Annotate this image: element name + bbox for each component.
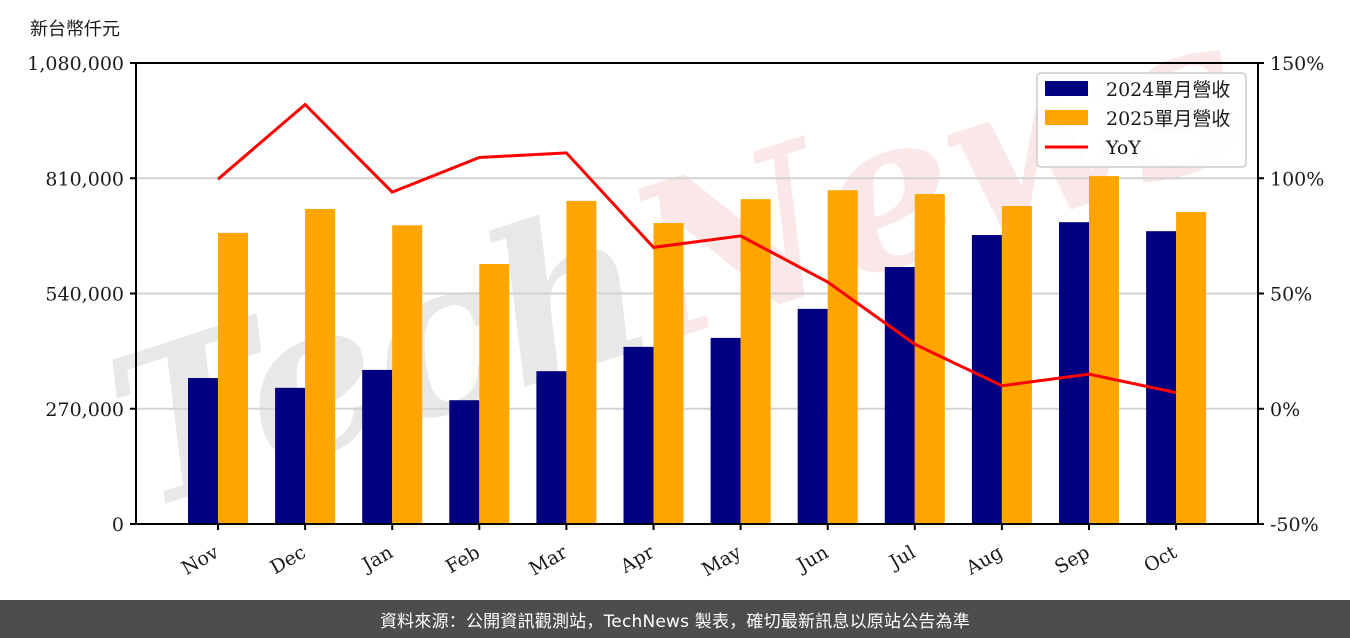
bar-2024 [275,387,306,524]
x-tick-label: Apr [616,541,659,578]
x-tick-label: Jun [792,541,833,577]
left-tick-label: 0 [112,514,124,536]
legend-label: 2025單月營收 [1106,108,1230,130]
bar-2024 [1146,231,1177,524]
bar-2024 [710,337,741,524]
bar-2024 [449,400,480,524]
bar-2024 [884,267,915,524]
bar-2025 [653,223,684,524]
legend-label: YoY [1105,137,1141,159]
bar-2024 [623,346,654,524]
yoy-line-series [217,102,1177,395]
left-tick-label: 810,000 [45,168,124,190]
left-tick-label: 540,000 [45,284,124,306]
bar-2024 [1059,222,1089,524]
bar-2025 [566,200,597,524]
x-tick-label: Dec [266,541,309,579]
x-tick-label: Mar [525,541,571,580]
x-tick-label: Feb [442,541,484,578]
source-footer-text: 資料來源：公開資訊觀測站，TechNews 製表，確切最新訊息以原站公告為準 [379,611,970,632]
left-tick-label: 1,080,000 [27,53,124,75]
bar-2025 [305,208,336,524]
right-tick-label: -50% [1270,514,1319,536]
bar-series [188,176,1207,525]
right-tick-label: 100% [1270,168,1324,190]
yoy-line [217,102,1177,395]
bar-2025 [1001,205,1032,525]
bar-2024 [536,371,567,524]
bar-2025 [914,194,945,524]
x-tick-label: Oct [1140,541,1181,577]
bar-2024 [362,369,393,524]
bar-2024 [797,308,828,524]
x-tick-label: May [698,541,745,581]
right-tick-label: 150% [1270,53,1324,75]
bar-2025 [1089,176,1119,525]
legend-box [1036,72,1247,168]
legend-swatch [1045,81,1088,96]
legend: 2024單月營收 2025單月營收 YoY [1036,72,1247,168]
bar-2024 [188,378,218,524]
source-footer: 資料來源：公開資訊觀測站，TechNews 製表，確切最新訊息以原站公告為準 [0,600,1350,638]
left-tick-label: 270,000 [45,399,124,421]
revenue-chart: TechNews 0270,000540,000810,0001,080,000… [27,0,1324,581]
bar-2025 [740,199,771,524]
y-axis-unit-label: 新台幣仟元 [30,19,120,40]
bar-2025 [827,190,858,525]
bar-2025 [218,232,248,525]
bar-2025 [1176,211,1207,524]
x-tick-label: Jul [884,541,919,574]
x-tick-label: Jan [357,541,397,577]
x-tick-label: Sep [1051,541,1094,578]
legend-swatch [1045,110,1088,125]
bar-2025 [479,264,510,524]
bar-2025 [392,225,423,524]
right-tick-label: 50% [1270,284,1312,306]
x-tick-label: Aug [962,541,1007,580]
legend-label: 2024單月營收 [1106,79,1230,101]
right-tick-label: 0% [1270,399,1300,421]
